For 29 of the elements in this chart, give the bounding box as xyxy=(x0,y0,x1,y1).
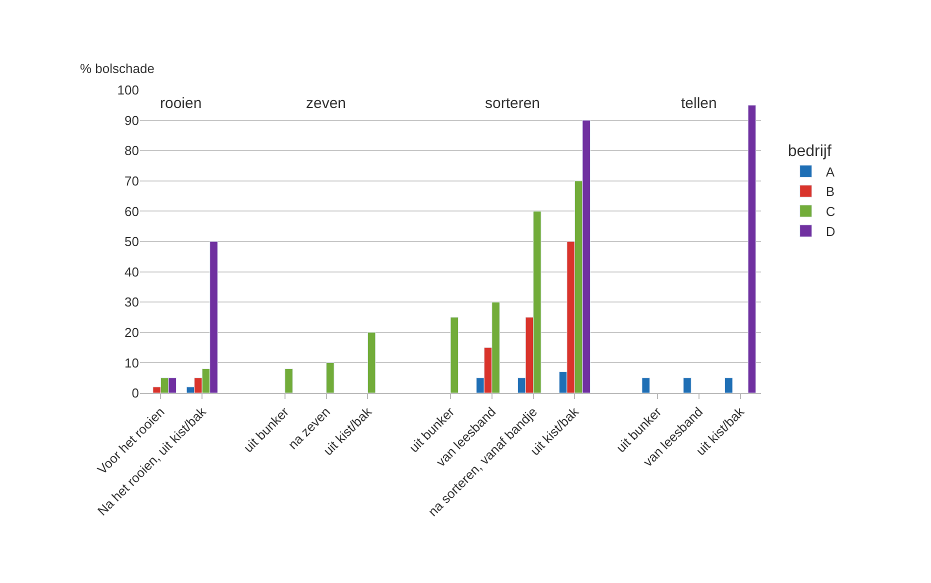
annotation: rooien xyxy=(160,95,202,112)
legend-label: C xyxy=(826,204,836,220)
y-tick-label: 100 xyxy=(117,82,139,98)
y-tick-label: 0 xyxy=(132,386,139,401)
y-tick-label: 10 xyxy=(124,355,139,370)
bar xyxy=(748,104,756,393)
y-tick-label: 30 xyxy=(124,294,139,310)
bar xyxy=(683,378,692,393)
y-tick-label: 60 xyxy=(124,204,139,219)
legend-label: B xyxy=(826,184,835,200)
legend-label: D xyxy=(826,224,836,239)
bar xyxy=(450,317,459,393)
legend-label: A xyxy=(826,164,835,180)
y-tick-label: 80 xyxy=(124,143,139,158)
y-axis-title: % bolschade xyxy=(80,61,154,76)
bar xyxy=(642,378,650,393)
bar xyxy=(724,378,733,393)
annotation: tellen xyxy=(681,95,717,112)
bar xyxy=(367,332,376,393)
y-tick-label: 50 xyxy=(124,234,139,250)
y-tick-label: 90 xyxy=(124,112,139,128)
y-tick-label: 40 xyxy=(124,264,139,280)
bar xyxy=(326,362,334,393)
bar xyxy=(284,368,293,393)
annotation: sorteren xyxy=(485,95,540,112)
y-tick-label: 70 xyxy=(124,173,139,188)
legend-title: bedrijf xyxy=(788,143,832,160)
annotation: zeven xyxy=(306,95,346,112)
y-tick-label: 20 xyxy=(124,324,139,340)
